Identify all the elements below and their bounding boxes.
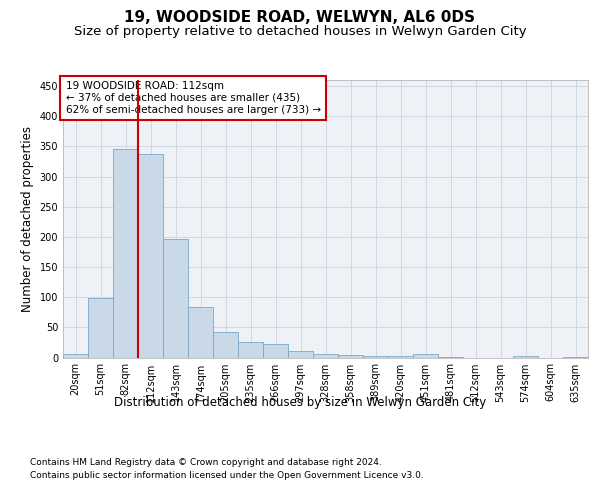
- Bar: [213, 332, 238, 357]
- Bar: [363, 356, 388, 358]
- Text: Contains HM Land Registry data © Crown copyright and database right 2024.: Contains HM Land Registry data © Crown c…: [30, 458, 382, 467]
- Bar: [413, 354, 438, 358]
- Bar: [513, 356, 538, 358]
- Bar: [188, 308, 213, 358]
- Bar: [288, 352, 313, 358]
- Text: 19 WOODSIDE ROAD: 112sqm
← 37% of detached houses are smaller (435)
62% of semi-: 19 WOODSIDE ROAD: 112sqm ← 37% of detach…: [65, 82, 321, 114]
- Text: Size of property relative to detached houses in Welwyn Garden City: Size of property relative to detached ho…: [74, 24, 526, 38]
- Bar: [238, 342, 263, 357]
- Bar: [113, 150, 138, 358]
- Bar: [388, 356, 413, 358]
- Y-axis label: Number of detached properties: Number of detached properties: [21, 126, 34, 312]
- Bar: [313, 354, 338, 358]
- Text: 19, WOODSIDE ROAD, WELWYN, AL6 0DS: 19, WOODSIDE ROAD, WELWYN, AL6 0DS: [125, 10, 476, 25]
- Bar: [563, 357, 588, 358]
- Bar: [63, 354, 88, 358]
- Bar: [138, 154, 163, 358]
- Bar: [338, 355, 363, 358]
- Text: Contains public sector information licensed under the Open Government Licence v3: Contains public sector information licen…: [30, 472, 424, 480]
- Bar: [263, 344, 288, 358]
- Bar: [88, 298, 113, 358]
- Bar: [438, 357, 463, 358]
- Text: Distribution of detached houses by size in Welwyn Garden City: Distribution of detached houses by size …: [114, 396, 486, 409]
- Bar: [163, 238, 188, 358]
